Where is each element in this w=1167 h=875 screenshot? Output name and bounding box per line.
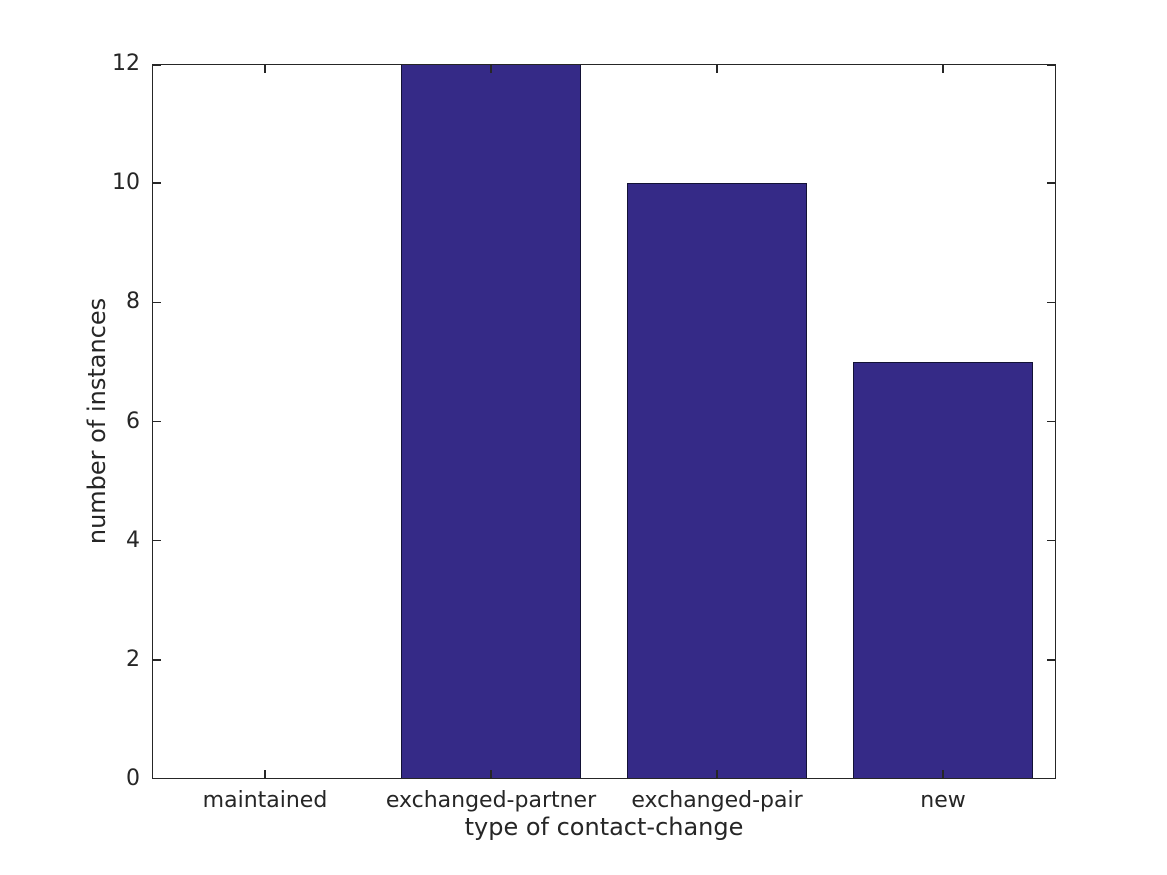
y-tick-left-10 — [152, 182, 161, 184]
y-tick-left-6 — [152, 420, 161, 423]
y-tick-right-8 — [1047, 301, 1056, 304]
y-tick-right-4 — [1047, 539, 1056, 542]
y-tick-left-0 — [152, 777, 161, 779]
plot-area — [152, 64, 1056, 779]
y-tick-label-6: 6 — [126, 408, 140, 434]
y-tick-right-12 — [1047, 64, 1056, 66]
y-tick-right-2 — [1047, 659, 1056, 661]
y-tick-label-8: 8 — [126, 289, 140, 315]
x-tick-bottom-new — [942, 770, 944, 779]
x-tick-top-exchanged-partner — [490, 64, 492, 73]
x-tick-bottom-exchanged-pair — [716, 770, 718, 779]
y-tick-left-12 — [152, 64, 161, 66]
y-tick-label-12: 12 — [112, 51, 140, 76]
y-tick-label-2: 2 — [126, 646, 140, 672]
y-tick-label-10: 10 — [112, 170, 140, 196]
y-tick-right-10 — [1047, 182, 1056, 184]
bar-exchanged-pair — [626, 183, 808, 779]
x-tick-bottom-exchanged-partner — [490, 770, 492, 779]
bar-exchanged-partner — [400, 64, 582, 779]
x-tick-label-exchanged-pair: exchanged-pair — [631, 788, 803, 813]
y-tick-label-4: 4 — [126, 527, 140, 553]
x-axis-label: type of contact-change — [464, 813, 744, 841]
x-tick-label-maintained: maintained — [202, 788, 328, 813]
x-tick-label-exchanged-partner: exchanged-partner — [385, 788, 597, 813]
x-tick-top-new — [942, 64, 944, 73]
y-tick-left-4 — [152, 539, 161, 542]
x-tick-top-maintained — [264, 64, 266, 73]
x-tick-bottom-maintained — [264, 770, 266, 779]
y-tick-right-6 — [1047, 420, 1056, 423]
y-tick-left-2 — [152, 659, 161, 661]
y-tick-right-0 — [1047, 777, 1056, 779]
y-tick-label-0: 0 — [126, 766, 140, 791]
x-tick-label-new: new — [920, 788, 966, 813]
bar-new — [852, 361, 1034, 779]
x-tick-top-exchanged-pair — [716, 64, 718, 73]
y-tick-left-8 — [152, 301, 161, 304]
